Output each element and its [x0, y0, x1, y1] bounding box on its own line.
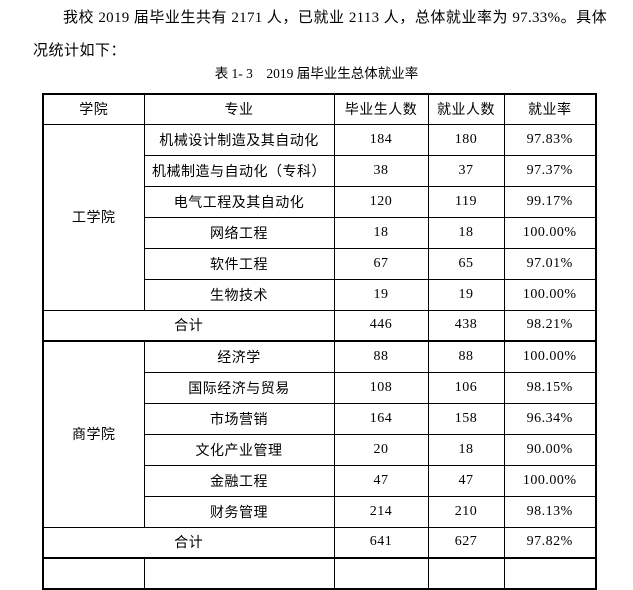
major-cell: 国际经济与贸易: [143, 371, 335, 404]
intro-paragraph-line-2: 况统计如下：: [33, 43, 127, 59]
table-row: 文化产业管理 20 18 90.00%: [43, 433, 597, 466]
intro-paragraph-line-1: 我校 2019 届毕业生共有 2171 人，已就业 2113 人，总体就业率为 …: [63, 10, 607, 26]
rate-cell: [503, 557, 597, 590]
rate-cell: 96.34%: [503, 402, 597, 435]
col-header-employed: 就业人数: [427, 93, 505, 125]
employed-cell: 438: [427, 309, 505, 342]
table-row: 网络工程 18 18 100.00%: [43, 216, 597, 249]
rate-cell: 100.00%: [503, 340, 597, 373]
college-cell: [42, 557, 145, 590]
employed-cell: 210: [427, 495, 505, 528]
total-label-cell: 合计: [42, 526, 335, 559]
table-row: 商学院 经济学 88 88 100.00%: [42, 340, 597, 528]
graduates-cell: [333, 557, 429, 590]
graduates-cell: 18: [333, 216, 429, 249]
rate-cell: 97.37%: [503, 154, 597, 187]
group-total-row: 合计 641 627 97.82%: [42, 526, 597, 559]
table-row-clipped: [42, 557, 597, 590]
col-header-college: 学院: [42, 93, 145, 125]
table-row: 软件工程 67 65 97.01%: [43, 247, 597, 280]
rate-cell: 100.00%: [503, 216, 597, 249]
table-row: 机械制造与自动化（专科） 38 37 97.37%: [43, 154, 597, 187]
major-cell: 网络工程: [143, 216, 335, 249]
college-cell: 商学院: [42, 340, 145, 528]
employed-cell: 47: [427, 464, 505, 497]
rate-cell: 97.01%: [503, 247, 597, 280]
graduates-cell: 67: [333, 247, 429, 280]
graduates-cell: 446: [333, 309, 429, 342]
employed-cell: 65: [427, 247, 505, 280]
rate-cell: 98.21%: [503, 309, 597, 342]
rate-cell: 90.00%: [503, 433, 597, 466]
group-total-row: 合计 446 438 98.21%: [42, 309, 597, 342]
table-row: 市场营销 164 158 96.34%: [43, 402, 597, 435]
employed-cell: 88: [427, 340, 505, 373]
graduates-cell: 164: [333, 402, 429, 435]
rate-cell: 98.13%: [503, 495, 597, 528]
graduates-cell: 38: [333, 154, 429, 187]
major-cell: 财务管理: [143, 495, 335, 528]
employed-cell: 18: [427, 216, 505, 249]
graduates-cell: 184: [333, 123, 429, 156]
major-cell: 机械设计制造及其自动化: [143, 123, 335, 156]
employed-cell: 19: [427, 278, 505, 311]
rate-cell: 97.83%: [503, 123, 597, 156]
table-row: 电气工程及其自动化 120 119 99.17%: [43, 185, 597, 218]
graduates-cell: 47: [333, 464, 429, 497]
employment-rate-table: 学院 专业 毕业生人数 就业人数 就业率 工学院 机械设计制造及其自动化 184…: [42, 93, 597, 590]
employed-cell: 158: [427, 402, 505, 435]
college-cell: 工学院: [42, 123, 145, 311]
table-caption: 表 1- 3 2019 届毕业生总体就业率: [214, 66, 419, 81]
employed-cell: 18: [427, 433, 505, 466]
graduates-cell: 88: [333, 340, 429, 373]
graduates-cell: 108: [333, 371, 429, 404]
rate-cell: 98.15%: [503, 371, 597, 404]
rate-cell: 97.82%: [503, 526, 597, 559]
rate-cell: 100.00%: [503, 278, 597, 311]
major-cell: 软件工程: [143, 247, 335, 280]
col-header-graduates: 毕业生人数: [333, 93, 429, 125]
table-row: 工学院 机械设计制造及其自动化 184 180 97.83%: [42, 123, 597, 311]
graduates-cell: 214: [333, 495, 429, 528]
table-row: 国际经济与贸易 108 106 98.15%: [43, 371, 597, 404]
major-cell: 机械制造与自动化（专科）: [143, 154, 335, 187]
document-page: 我校 2019 届毕业生共有 2171 人，已就业 2113 人，总体就业率为 …: [33, 10, 607, 590]
major-cell: 文化产业管理: [143, 433, 335, 466]
graduates-cell: 20: [333, 433, 429, 466]
major-cell: [143, 557, 335, 590]
major-cell: 生物技术: [143, 278, 335, 311]
major-cell: 金融工程: [143, 464, 335, 497]
major-cell: 市场营销: [143, 402, 335, 435]
major-cell: 电气工程及其自动化: [143, 185, 335, 218]
employed-cell: 180: [427, 123, 505, 156]
employed-cell: 106: [427, 371, 505, 404]
col-header-rate: 就业率: [503, 93, 597, 125]
table-row: 生物技术 19 19 100.00%: [43, 278, 597, 311]
graduates-cell: 19: [333, 278, 429, 311]
employed-cell: 37: [427, 154, 505, 187]
rate-cell: 100.00%: [503, 464, 597, 497]
employed-cell: 119: [427, 185, 505, 218]
employed-cell: 627: [427, 526, 505, 559]
graduates-cell: 120: [333, 185, 429, 218]
total-label-cell: 合计: [42, 309, 335, 342]
graduates-cell: 641: [333, 526, 429, 559]
employed-cell: [427, 557, 505, 590]
rate-cell: 99.17%: [503, 185, 597, 218]
major-cell: 经济学: [143, 340, 335, 373]
table-header-row: 学院 专业 毕业生人数 就业人数 就业率: [42, 93, 597, 125]
col-header-major: 专业: [143, 93, 335, 125]
